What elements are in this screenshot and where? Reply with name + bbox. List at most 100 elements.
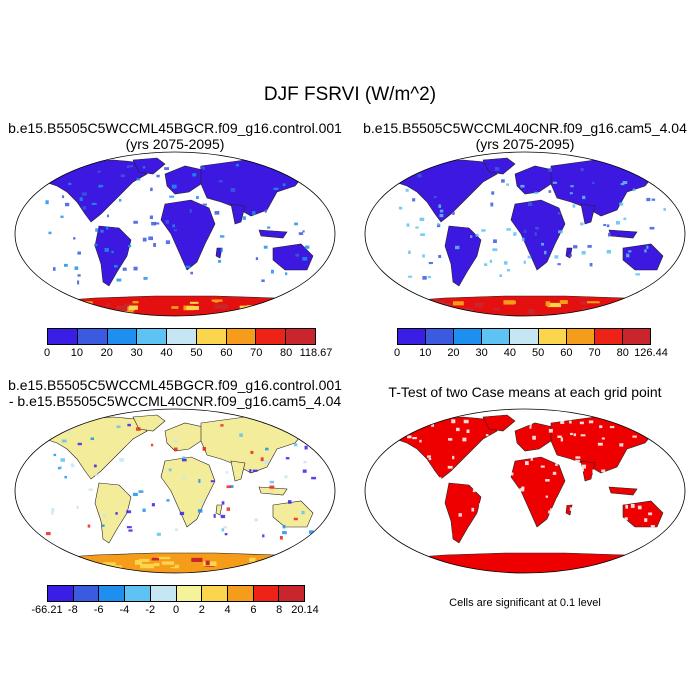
grid-cell xyxy=(195,196,199,200)
grid-cell xyxy=(279,535,283,540)
grid-cell xyxy=(640,469,644,474)
grid-cell xyxy=(592,469,596,474)
colorbar-swatch xyxy=(196,329,227,344)
antarctic-cell xyxy=(132,301,139,304)
grid-cell xyxy=(478,503,483,508)
grid-cell xyxy=(59,466,62,469)
grid-cell xyxy=(225,471,229,474)
grid-cell xyxy=(570,185,574,188)
grid-cell xyxy=(173,447,178,451)
grid-cell xyxy=(252,469,258,472)
grid-cell xyxy=(466,429,470,434)
panel3-title-line1: b.e15.B5505C5WCCML45BGCR.f09_g16.control… xyxy=(8,377,342,393)
grid-cell xyxy=(408,275,413,278)
grid-cell xyxy=(282,183,286,187)
grid-cell xyxy=(132,492,138,497)
grid-cell xyxy=(492,248,498,252)
colorbar-swatch xyxy=(137,329,168,344)
grid-cell xyxy=(588,420,594,424)
colorbar-swatch xyxy=(73,586,100,601)
grid-cell xyxy=(150,187,153,192)
grid-cell xyxy=(113,264,118,268)
antarctic-cell xyxy=(123,303,135,308)
grid-cell xyxy=(581,250,586,255)
antarctic-cell xyxy=(59,299,69,304)
grid-cell xyxy=(587,245,592,248)
grid-cell xyxy=(564,462,568,466)
grid-cell xyxy=(200,500,204,504)
grid-cell xyxy=(407,435,412,439)
colorbar-tick-label: 118.67 xyxy=(299,347,333,359)
grid-cell xyxy=(151,221,157,226)
grid-cell xyxy=(568,254,573,257)
colorbar-swatch xyxy=(167,329,197,344)
grid-cell xyxy=(645,470,651,475)
grid-cell xyxy=(267,226,271,229)
grid-cell xyxy=(120,174,125,178)
grid-cell xyxy=(220,424,224,427)
continent-australia xyxy=(622,243,664,271)
grid-cell xyxy=(648,512,653,516)
grid-cell xyxy=(573,433,577,437)
grid-cell xyxy=(255,257,259,261)
grid-cell xyxy=(519,488,525,492)
grid-cell xyxy=(653,173,659,178)
panel2-colorbar xyxy=(397,328,651,345)
grid-cell xyxy=(631,476,635,481)
grid-cell xyxy=(87,524,91,528)
grid-cell xyxy=(437,477,442,480)
grid-cell xyxy=(529,421,532,426)
antarctic-cell xyxy=(644,307,659,313)
grid-cell xyxy=(557,435,562,438)
grid-cell xyxy=(214,211,220,215)
grid-cell xyxy=(182,456,186,460)
colorbar-tick-label: 0 xyxy=(172,604,180,616)
grid-cell xyxy=(619,443,624,447)
grid-cell xyxy=(529,425,532,429)
grid-cell xyxy=(431,424,435,427)
grid-cell xyxy=(601,516,607,520)
grid-cell xyxy=(306,177,310,182)
antarctic-cell xyxy=(274,562,283,566)
grid-cell xyxy=(77,442,82,446)
grid-cell xyxy=(455,427,460,432)
grid-cell xyxy=(521,486,525,489)
grid-cell xyxy=(439,213,444,218)
grid-cell xyxy=(630,503,635,508)
grid-cell xyxy=(415,226,419,229)
grid-cell xyxy=(570,432,573,436)
grid-cell xyxy=(646,197,651,202)
grid-cell xyxy=(242,216,246,220)
grid-cell xyxy=(557,212,561,215)
grid-cell xyxy=(308,530,314,534)
continent-north-america xyxy=(394,416,498,480)
antarctic-cell xyxy=(128,305,138,310)
grid-cell xyxy=(68,182,72,185)
continent-indonesia xyxy=(608,486,638,496)
grid-cell xyxy=(399,537,404,542)
globe-outline xyxy=(364,408,686,574)
panel1-title-line1: b.e15.B5505C5WCCML45BGCR.f09_g16.control… xyxy=(8,120,342,136)
grid-cell xyxy=(497,441,501,446)
grid-cell xyxy=(293,517,298,521)
grid-cell xyxy=(590,517,595,522)
grid-cell xyxy=(77,280,80,285)
grid-cell xyxy=(403,485,406,490)
grid-cell xyxy=(149,215,153,220)
grid-cell xyxy=(540,465,545,468)
grid-cell xyxy=(406,223,410,227)
grid-cell xyxy=(532,435,536,440)
grid-cell xyxy=(624,517,628,521)
antarctic-cell xyxy=(252,308,261,312)
grid-cell xyxy=(104,247,109,252)
colorbar-tick-label: 4 xyxy=(224,604,231,616)
grid-cell xyxy=(303,460,307,464)
grid-cell xyxy=(472,489,476,493)
globe-outline xyxy=(364,151,686,317)
grid-cell xyxy=(548,428,553,433)
grid-cell xyxy=(485,434,489,437)
grid-cell xyxy=(478,466,481,470)
grid-cell xyxy=(174,438,178,443)
grid-cell xyxy=(632,435,637,438)
grid-cell xyxy=(523,260,526,264)
